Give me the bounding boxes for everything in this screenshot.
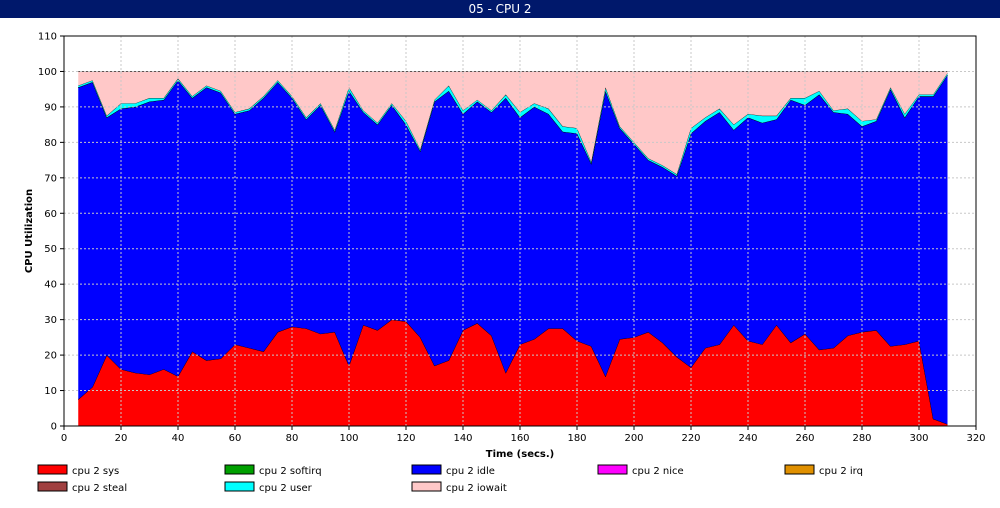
legend-label-cpu-2-sys: cpu 2 sys <box>72 466 119 477</box>
y-tick-label: 50 <box>44 244 57 255</box>
window-title: 05 - CPU 2 <box>468 2 532 16</box>
legend-label-cpu-2-irq: cpu 2 irq <box>819 466 863 477</box>
y-tick-label: 110 <box>38 32 57 43</box>
x-tick-label: 80 <box>286 433 299 444</box>
legend-swatch-cpu-2-irq <box>784 464 815 475</box>
x-tick-label: 60 <box>229 433 242 444</box>
y-tick-label: 100 <box>38 67 57 78</box>
legend-swatch-cpu-2-iowait <box>411 481 442 492</box>
x-tick-label: 140 <box>453 433 472 444</box>
x-tick-label: 260 <box>795 433 814 444</box>
legend-swatch-cpu-2-user <box>224 481 255 492</box>
y-axis-title: CPU Utilization <box>24 189 35 273</box>
area-cpu-2-sys <box>78 319 948 426</box>
axis-ticks: 0 20 40 60 80 100 120 140 160 180 200 220 240 260 280 3… <box>38 32 986 445</box>
x-axis-title: Time (secs.) <box>486 449 555 460</box>
legend: cpu 2 sys cpu 2 softirq cpu 2 idle cpu 2 ni… <box>37 464 863 494</box>
grid-lines <box>64 36 976 426</box>
x-tick-label: 200 <box>624 433 643 444</box>
legend-swatch-cpu-2-idle <box>411 464 442 475</box>
x-tick-label: 160 <box>510 433 529 444</box>
y-tick-label: 0 <box>51 422 57 433</box>
legend-label-cpu-2-nice: cpu 2 nice <box>632 466 684 477</box>
x-tick-label: 320 <box>966 433 985 444</box>
x-tick-label: 220 <box>681 433 700 444</box>
y-tick-label: 70 <box>44 173 57 184</box>
x-tick-label: 0 <box>61 433 67 444</box>
y-tick-label: 30 <box>44 315 57 326</box>
legend-swatch-cpu-2-softirq <box>224 464 255 475</box>
legend-label-cpu-2-user: cpu 2 user <box>259 483 313 494</box>
y-tick-label: 20 <box>44 351 57 362</box>
x-tick-label: 120 <box>396 433 415 444</box>
x-tick-label: 280 <box>852 433 871 444</box>
legend-swatch-cpu-2-steal <box>37 481 68 492</box>
x-tick-label: 40 <box>172 433 185 444</box>
legend-label-cpu-2-iowait: cpu 2 iowait <box>446 483 507 494</box>
legend-swatch-cpu-2-nice <box>597 464 628 475</box>
x-tick-label: 180 <box>567 433 586 444</box>
window-title-bar: 05 - CPU 2 <box>0 0 1000 18</box>
x-tick-label: 240 <box>738 433 757 444</box>
y-tick-label: 60 <box>44 209 57 220</box>
y-tick-label: 90 <box>44 102 57 113</box>
area-cpu-2-iowait <box>78 71 948 175</box>
y-tick-label: 10 <box>44 386 57 397</box>
y-tick-label: 80 <box>44 138 57 149</box>
x-tick-label: 100 <box>339 433 358 444</box>
x-tick-label: 300 <box>909 433 928 444</box>
legend-swatch-cpu-2-sys <box>37 464 68 475</box>
legend-label-cpu-2-softirq: cpu 2 softirq <box>259 466 322 477</box>
legend-label-cpu-2-idle: cpu 2 idle <box>446 466 495 477</box>
cpu-utilization-chart: 0 20 40 60 80 100 120 140 160 180 200 220 240 260 280 3… <box>0 18 1000 504</box>
x-tick-label: 20 <box>115 433 128 444</box>
y-tick-label: 40 <box>44 280 57 291</box>
area-layers <box>78 71 948 426</box>
legend-label-cpu-2-steal: cpu 2 steal <box>72 483 127 494</box>
chart-container: 0 20 40 60 80 100 120 140 160 180 200 220 240 260 280 3… <box>0 18 1000 504</box>
area-cpu-2-idle <box>78 75 948 425</box>
